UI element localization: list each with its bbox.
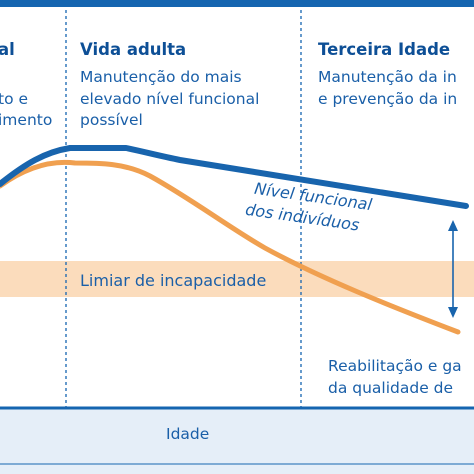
phase-1-line-2: imento (0, 111, 53, 129)
functional-level-curve (0, 145, 469, 209)
phase-3-line-1: Manutenção da in (318, 68, 457, 86)
phase-2-line-2: elevado nível funcional (80, 90, 260, 108)
rehab-label-line-1: Reabilitação e ga (328, 357, 462, 375)
axis-footer-band (0, 408, 474, 474)
gap-arrow-head-down (448, 307, 458, 318)
x-axis-label: Idade (166, 425, 210, 443)
phase-2-line-1: Manutenção do mais (80, 68, 242, 86)
rehab-label-line-2: da qualidade de (328, 379, 454, 397)
phase-2-title: Vida adulta (80, 40, 187, 59)
phase-3-title: Terceira Idade (318, 40, 451, 59)
phase-1-title: al (0, 40, 15, 59)
decline-curve (0, 159, 461, 335)
phase-2-line-3: possível (80, 111, 143, 129)
incapacity-threshold-band (0, 261, 474, 297)
top-frame-bar (0, 0, 474, 7)
threshold-label: Limiar de incapacidade (80, 271, 267, 290)
phase-3-line-2: e prevenção da in (318, 90, 458, 108)
gap-arrow-head-up (448, 220, 458, 231)
phase-1-line-1: to e (0, 90, 29, 108)
